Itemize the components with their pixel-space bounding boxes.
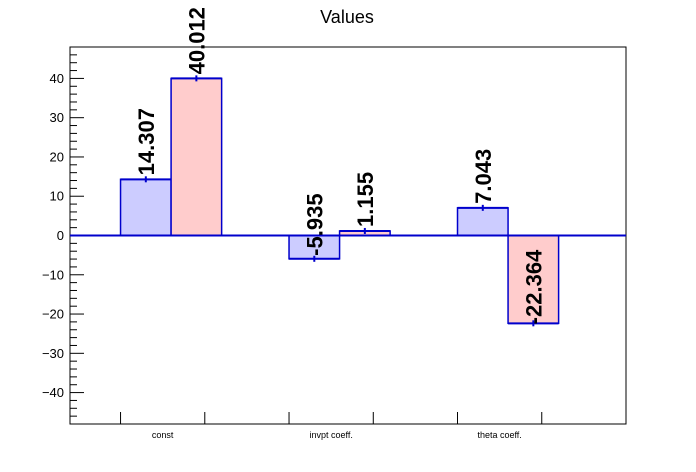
x-tick-label: theta coeff.: [477, 430, 521, 440]
chart-title: Values: [320, 7, 374, 27]
y-tick-label: 30: [50, 110, 64, 125]
data-label: 7.043: [471, 149, 496, 204]
data-label: -5.935: [302, 193, 327, 255]
y-tick-label: −40: [42, 385, 64, 400]
y-tick-label: −20: [42, 307, 64, 322]
y-tick-label: 20: [50, 149, 64, 164]
data-labels: 14.307 -5.935 7.043 40.012 1.155 -22.364: [134, 7, 547, 324]
y-tick-label: −10: [42, 267, 64, 282]
y-axis: 40 30 20 10 0 −10 −20 −30 −40: [42, 54, 84, 417]
bar: [170, 77, 223, 237]
y-tick-label: 0: [57, 228, 64, 243]
x-axis: const invpt coeff. theta coeff.: [120, 412, 627, 440]
y-tick-label: 10: [50, 189, 64, 204]
bars: [119, 75, 560, 327]
bar: [456, 207, 509, 237]
data-label: 40.012: [184, 7, 209, 74]
x-tick-label: const: [152, 430, 174, 440]
data-label: 14.307: [134, 108, 159, 175]
y-tick-label: 40: [50, 71, 64, 86]
x-tick-label: invpt coeff.: [309, 430, 352, 440]
bar: [119, 178, 172, 237]
data-label: -22.364: [521, 249, 546, 324]
y-tick-label: −30: [42, 346, 64, 361]
data-label: 1.155: [353, 172, 378, 227]
